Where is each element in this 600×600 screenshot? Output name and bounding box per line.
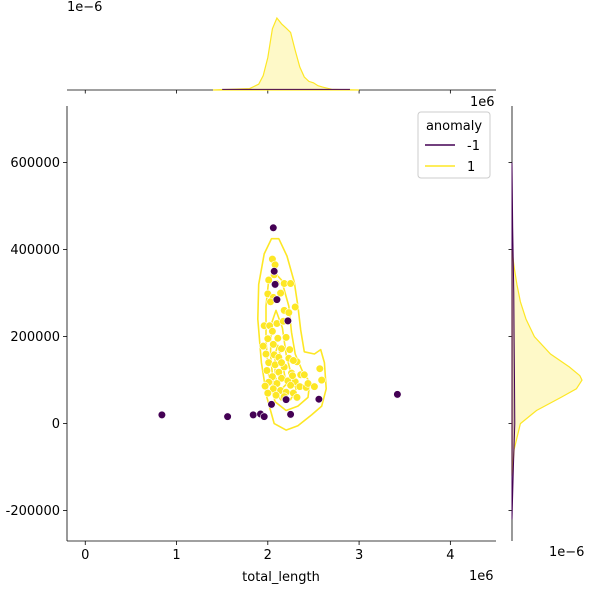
scatter-point-anomaly-1-58 [317,376,326,385]
right-marginal-density-anomaly-neg1 [511,162,516,520]
scatter-points [157,223,402,421]
axes: 0 1 2 3 4 -200000 0 200000 400000 600000 [6,106,496,563]
y-tick-label-2: 200000 [10,330,60,345]
scatter-point-anomaly-1-34 [262,366,272,375]
scatter-point-anomaly-1-18 [268,327,277,336]
scatter-point-anomaly-1-12 [284,308,293,317]
x-tick-label-4: 4 [446,548,454,563]
scatter-point-anomaly-1-25 [285,345,294,354]
kde-contour-0 [256,237,328,431]
right-marginal-density-anomaly-1 [511,249,583,476]
x-axis-title: total_length [242,570,320,585]
scatter-point-anomaly-1-20 [273,334,282,343]
main-scatter-plot: 0 1 2 3 4 -200000 0 200000 400000 600000 [6,106,496,563]
scatter-point-anomaly-1-3 [264,275,273,285]
y-tick-label-1: 0 [52,417,60,432]
scatter-point-anomaly-neg1-7 [314,395,324,404]
scatter-point-anomaly-1-13 [291,302,300,312]
legend-label-anomaly-1: 1 [467,160,475,175]
scatter-point-anomaly-1-26 [261,349,271,359]
scatter-point-anomaly-1-9 [276,289,285,298]
x-tick-label-0: 0 [81,548,89,563]
y-offset-label: 1e6 [470,95,495,110]
scatter-point-anomaly-1-19 [263,334,272,343]
scatter-point-anomaly-1-61 [300,370,309,379]
top-marginal-density-anomaly-1 [212,16,360,91]
scatter-point-anomaly-1-63 [289,356,298,365]
top-marginal-plot [67,16,496,94]
scatter-point-anomaly-neg1-14 [282,395,291,404]
x-tick-label-1: 1 [172,548,180,563]
scatter-point-anomaly-1-52 [263,389,272,398]
scatter-point-anomaly-1-21 [282,333,291,342]
scatter-point-anomaly-1-38 [268,372,277,381]
scatter-point-anomaly-1-55 [292,393,302,402]
scatter-point-anomaly-neg1-11 [272,295,282,304]
x-tick-label-2: 2 [264,548,272,563]
scatter-point-anomaly-neg1-2 [249,410,258,420]
scatter-point-anomaly-1-44 [286,381,295,390]
legend-title: anomaly [426,119,482,134]
scatter-point-anomaly-1-23 [259,342,268,351]
y-tick-label-4: 600000 [10,156,60,171]
y-tick-label-3: 400000 [10,243,60,258]
scatter-point-anomaly-neg1-4 [260,412,269,421]
top-marginal-offset-label: 1e−6 [67,0,102,15]
legend: anomaly -1 1 [417,111,491,179]
scatter-point-anomaly-1-62 [277,358,286,367]
x-tick-label-3: 3 [355,548,363,563]
right-marginal-offset-label: 1e−6 [549,545,584,560]
right-marginal-plot [508,106,583,541]
scatter-point-anomaly-neg1-5 [267,400,276,409]
scatter-point-anomaly-neg1-0 [157,410,166,420]
scatter-point-anomaly-neg1-12 [283,316,293,326]
scatter-point-anomaly-1-22 [269,340,278,349]
legend-label-anomaly-neg1: -1 [467,139,480,154]
scatter-point-anomaly-1-53 [271,391,281,400]
scatter-point-anomaly-neg1-6 [286,410,295,419]
scatter-point-anomaly-1-57 [315,364,324,373]
y-tick-label-0: -200000 [6,504,60,519]
scatter-point-anomaly-neg1-13 [271,280,280,289]
scatter-point-anomaly-1-59 [310,382,319,391]
scatter-point-anomaly-1-24 [277,344,286,353]
scatter-point-anomaly-1-6 [286,279,295,288]
scatter-point-anomaly-1-60 [288,371,297,380]
scatter-point-anomaly-1-47 [261,382,270,391]
x-offset-label: 1e6 [469,569,494,584]
scatter-point-anomaly-neg1-10 [270,267,279,276]
scatter-point-anomaly-neg1-1 [223,412,232,421]
scatter-point-anomaly-neg1-8 [393,390,402,399]
scatter-point-anomaly-neg1-9 [269,223,278,232]
